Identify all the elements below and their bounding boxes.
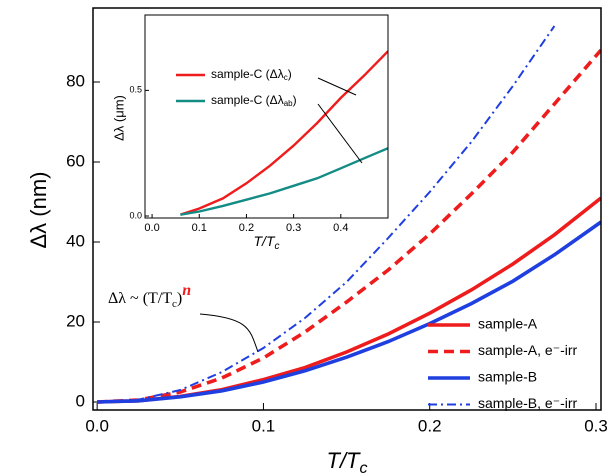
- y-axis-label: Δλ (nm): [26, 171, 51, 248]
- legend-label: sample-B: [478, 369, 537, 385]
- legend-label-text: sample-C (Δλ: [211, 67, 284, 81]
- legend-label-sub: c: [284, 73, 288, 82]
- legend-label: sample-C (Δλc): [211, 67, 292, 82]
- y-tick-label: 20: [66, 311, 85, 330]
- y-tick-label: 40: [66, 231, 85, 250]
- x-tick-label: 0.0: [85, 416, 109, 435]
- annotation: Δλ ~ (T/Tc)n: [108, 282, 191, 310]
- y-axis-label: Δλ (μm): [111, 95, 126, 141]
- annotation-leader: [199, 313, 259, 353]
- series-line: [97, 25, 556, 403]
- x-axis-label-text: T/T: [254, 233, 276, 249]
- x-tick-label: 0.3: [286, 222, 301, 234]
- plot-frame: [144, 14, 389, 219]
- plot-frame: [92, 7, 602, 411]
- legend-label-sub: ab: [284, 99, 293, 108]
- annotation-sub: c: [172, 298, 177, 310]
- series-line: [97, 220, 601, 404]
- x-tick-label: 0.2: [239, 222, 254, 234]
- annotation-text: Δλ ~ (T/T: [108, 290, 172, 307]
- x-axis-label-sub: c: [360, 460, 368, 474]
- legend-label: sample-B, e⁻-irr: [478, 395, 578, 411]
- legend-arrow: [317, 103, 363, 164]
- annotation-sup: n: [182, 282, 191, 299]
- x-tick-label: 0.1: [252, 416, 276, 435]
- x-tick-label: 0.4: [333, 222, 348, 234]
- y-tick-label: 80: [66, 71, 85, 90]
- inset-background: [145, 15, 388, 218]
- x-axis-label: T/Tc: [327, 448, 368, 474]
- x-tick-label: 0.3: [584, 416, 608, 435]
- series-line: [180, 147, 388, 216]
- legend-label-text: sample-C (Δλ: [211, 93, 284, 107]
- series-line: [97, 48, 601, 404]
- legend-label: sample-C (Δλab): [211, 93, 297, 108]
- y-tick-label: 0: [76, 391, 85, 410]
- annotation-close: ): [177, 290, 182, 307]
- legend-label-end: ): [288, 67, 292, 81]
- legend-label-end: ): [293, 93, 297, 107]
- x-axis-label-text: T/T: [327, 448, 362, 473]
- y-tick-label: 0.5: [129, 85, 142, 95]
- x-tick-label: 0.1: [192, 222, 207, 234]
- x-tick-label: 0.2: [418, 416, 442, 435]
- x-axis-label-sub: c: [275, 241, 280, 252]
- x-tick-label: 0.0: [144, 222, 159, 234]
- series-line: [180, 50, 388, 216]
- y-tick-label: 60: [66, 151, 85, 170]
- x-axis-label: T/Tc: [254, 233, 280, 252]
- legend-arrow: [317, 77, 357, 96]
- y-tick-label: 0.0: [129, 210, 142, 220]
- legend-label: sample-A: [478, 316, 538, 332]
- legend-label: sample-A, e⁻-irr: [478, 342, 578, 358]
